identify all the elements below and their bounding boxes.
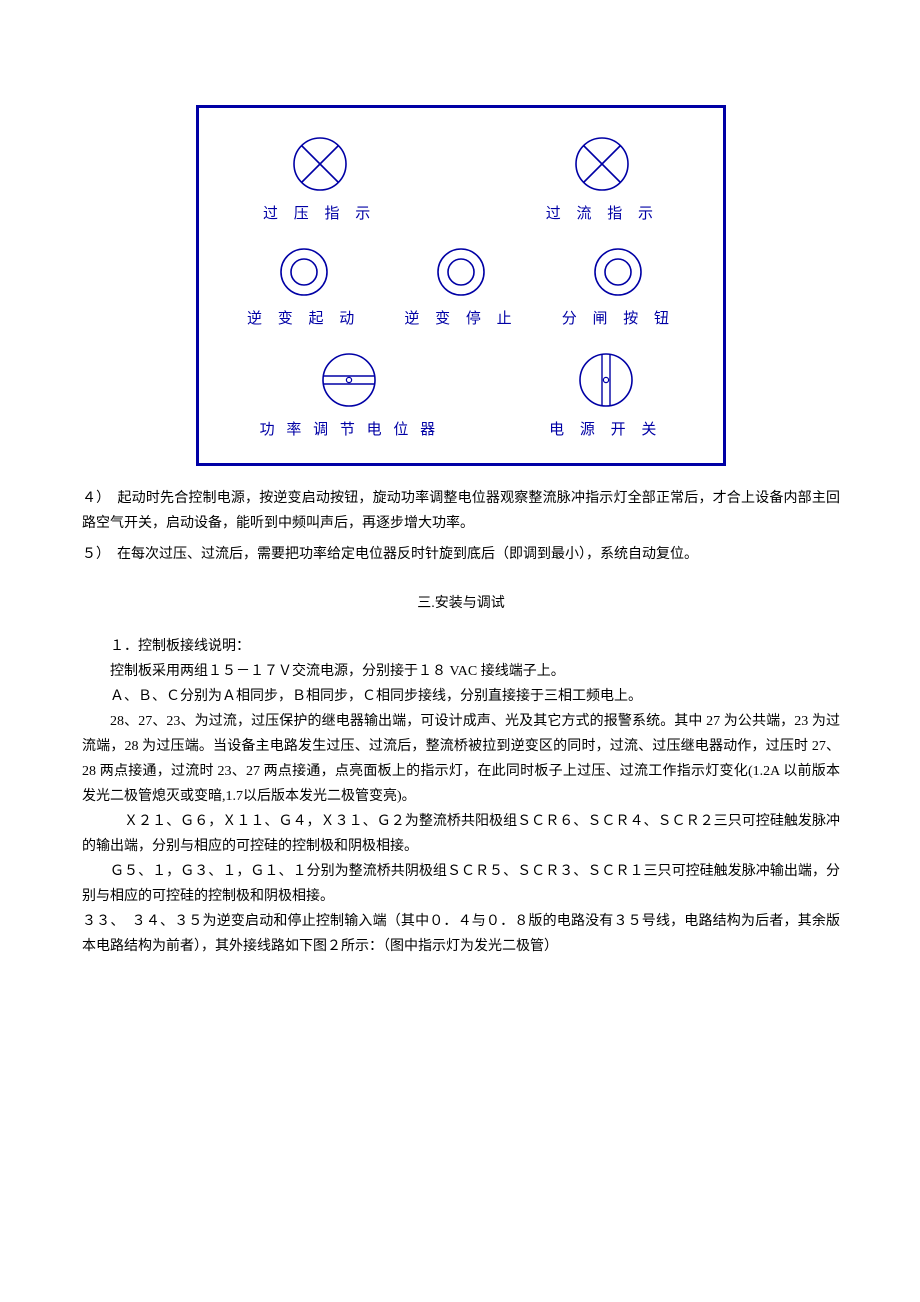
inverter-stop-label: 逆 变 停 止 [404, 307, 517, 328]
panel-row-buttons: 逆 变 起 动 逆 变 停 止 分 闸 按 钮 [227, 247, 695, 328]
breaker-button: 分 闸 按 钮 [562, 247, 675, 328]
control-panel-diagram: 过 压 指 示 过 流 指 示 [196, 105, 726, 466]
section-7: ３３、 ３４、３５为逆变启动和停止控制输入端（其中０．４与０．８版的电路没有３５… [82, 909, 840, 959]
overcurrent-label: 过 流 指 示 [546, 202, 659, 223]
power-switch-label: 电 源 开 关 [549, 418, 662, 439]
pushbutton-icon [436, 247, 486, 297]
section-1: １．控制板接线说明： [82, 634, 840, 659]
overvoltage-label: 过 压 指 示 [263, 202, 376, 223]
panel-row-knobs: 功 率 调 节 电 位 器 电 源 开 关 [227, 352, 695, 439]
document-page: 过 压 指 示 过 流 指 示 [0, 0, 920, 1019]
section-5: Ｘ２１、Ｇ６，Ｘ１１、Ｇ４，Ｘ３１、Ｇ２为整流桥共阳极组ＳＣＲ６、ＳＣＲ４、ＳＣ… [82, 809, 840, 859]
pushbutton-icon [279, 247, 329, 297]
section-2: 控制板采用两组１５－１７Ｖ交流电源，分别接于１８ VAC 接线端子上。 [82, 659, 840, 684]
panel-frame: 过 压 指 示 过 流 指 示 [196, 105, 726, 466]
section-3: Ａ、Ｂ、Ｃ分别为Ａ相同步，Ｂ相同步，Ｃ相同步接线，分别直接接于三相工频电上。 [82, 684, 840, 709]
lamp-icon [574, 136, 630, 192]
lamp-icon [292, 136, 348, 192]
power-knob: 功 率 调 节 电 位 器 [260, 352, 440, 439]
power-switch: 电 源 开 关 [549, 352, 662, 439]
power-knob-label: 功 率 调 节 电 位 器 [260, 418, 440, 439]
section-6: Ｇ５、１，Ｇ３、１，Ｇ１、１分别为整流桥共阴极组ＳＣＲ５、ＳＣＲ３、ＳＣＲ１三只… [82, 859, 840, 909]
inverter-stop-button: 逆 变 停 止 [404, 247, 517, 328]
overcurrent-indicator: 过 流 指 示 [546, 136, 659, 223]
overvoltage-indicator: 过 压 指 示 [263, 136, 376, 223]
breaker-label: 分 闸 按 钮 [562, 307, 675, 328]
knob-icon [321, 352, 377, 408]
panel-row-indicators: 过 压 指 示 过 流 指 示 [227, 136, 695, 223]
paragraph-4: ４） 起动时先合控制电源，按逆变启动按钮，旋动功率调整电位器观察整流脉冲指示灯全… [82, 486, 840, 536]
section-title: 三.安装与调试 [82, 591, 840, 616]
inverter-start-button: 逆 变 起 动 [247, 247, 360, 328]
section-4: 28、27、23、为过流，过压保护的继电器输出端，可设计成声、光及其它方式的报警… [82, 709, 840, 809]
inverter-start-label: 逆 变 起 动 [247, 307, 360, 328]
pushbutton-icon [593, 247, 643, 297]
rotary-switch-icon [578, 352, 634, 408]
paragraph-5: ５） 在每次过压、过流后，需要把功率给定电位器反时针旋到底后（即调到最小），系统… [82, 542, 840, 567]
